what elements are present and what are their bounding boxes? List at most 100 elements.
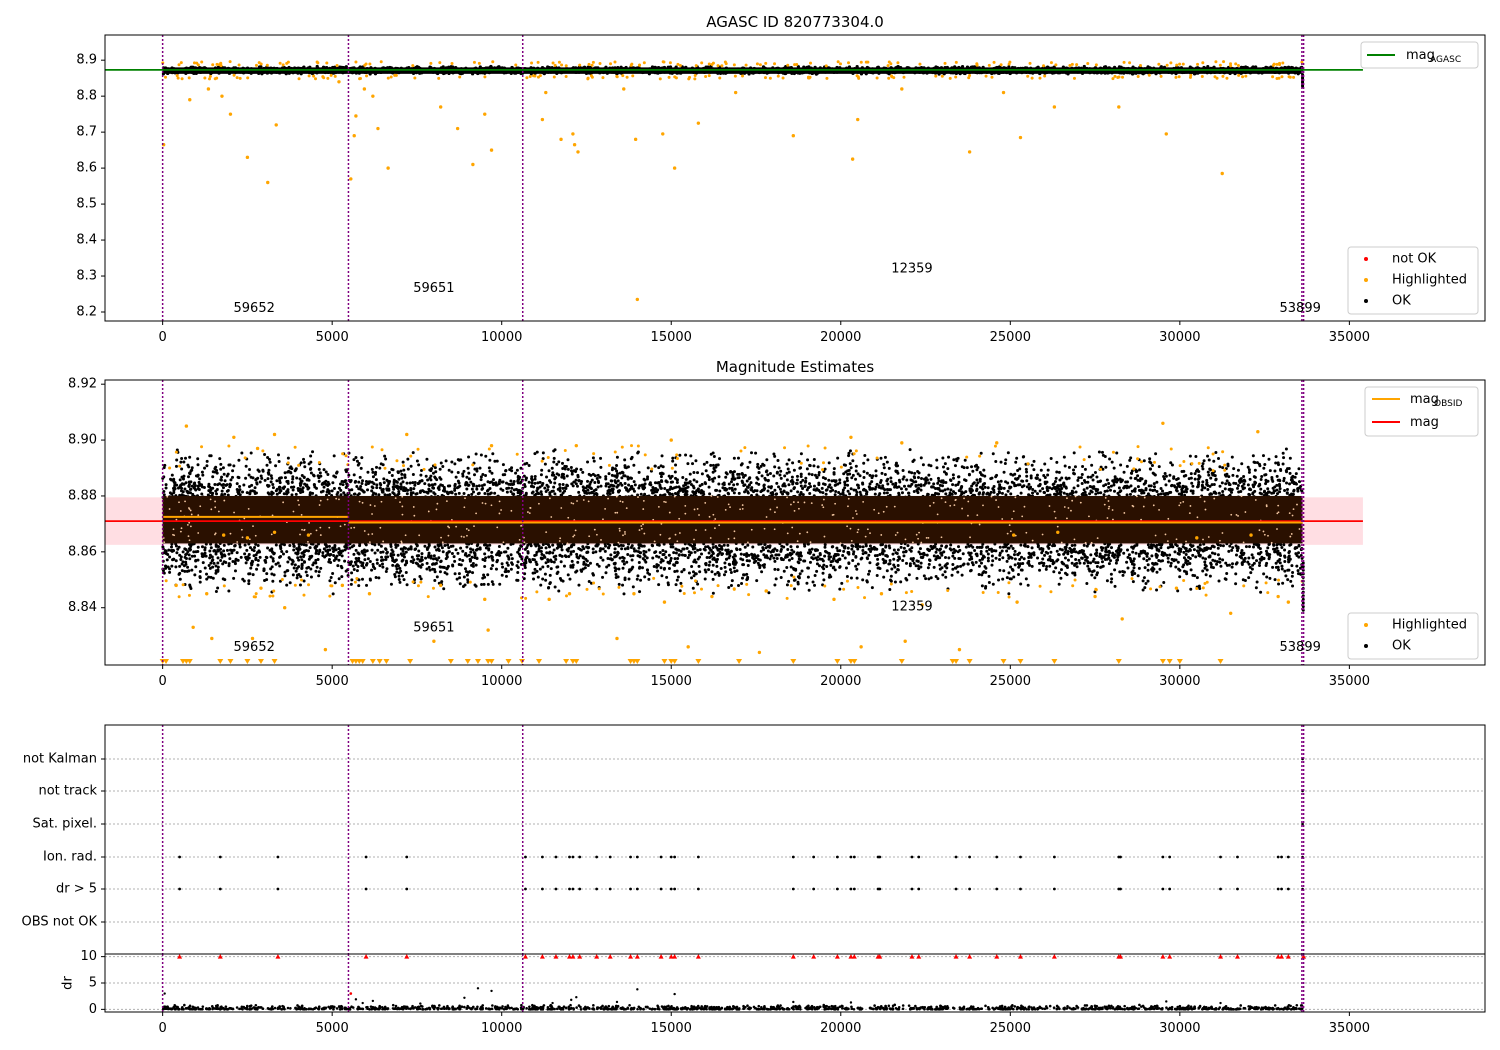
highlighted-point [281,63,285,67]
highlighted-point [586,77,590,81]
ok-point [799,480,803,484]
ok-point [291,573,295,577]
ok-point [1038,484,1042,488]
ok-point [1094,561,1098,565]
ok-point [910,471,914,475]
ok-point [506,546,510,550]
ok-point [227,552,231,556]
ok-point [1286,578,1290,582]
ok-point [691,586,695,590]
ok-point [679,549,683,553]
highlighted-point [458,75,462,79]
ok-point [951,473,955,477]
obsid-annotation: 12359 [891,261,932,276]
highlighted-point [365,74,369,78]
highlighted-point [266,180,270,185]
legend-label: mag [1406,48,1435,63]
ok-point [1033,489,1037,493]
ok-point [543,486,547,490]
highlighted-point [259,62,263,66]
ok-point [226,488,230,492]
ok-point [998,568,1002,572]
ok-point [766,549,770,553]
ok-point [748,460,752,464]
highlighted-point [1128,61,1132,65]
highlighted-point [1113,74,1117,78]
ok-point [325,493,329,497]
ok-point [550,466,554,470]
ok-point [1210,483,1214,487]
ok-point [586,563,590,567]
ok-point [416,481,420,485]
ok-point [433,578,437,582]
highlighted-point [591,60,595,64]
highlighted-point [786,63,790,67]
ok-point [1155,588,1159,592]
highlighted-point [386,166,390,170]
ok-point [307,462,311,466]
ok-point [692,574,696,578]
ok-point [691,570,695,574]
ok-point [1201,556,1205,560]
ok-point [1244,545,1248,549]
ok-point [673,470,677,474]
highlighted-point [533,74,537,78]
ok-point [1152,485,1156,489]
ok-point [937,479,941,483]
ok-point [813,583,817,587]
ok-point [556,565,560,569]
highlighted-point [1237,73,1241,77]
ok-point [190,468,194,472]
ok-point [587,580,591,584]
highlighted-point [211,63,215,67]
highlighted-point [175,74,179,78]
ok-point [1155,480,1159,484]
ok-point [465,487,469,491]
highlighted-point [307,74,311,78]
ok-point [241,490,245,494]
ok-point [1055,549,1059,553]
highlighted-point [1222,60,1226,64]
highlighted-point [763,76,767,80]
ok-point [790,475,794,479]
ok-point [970,484,974,488]
legend-label-subscript: AGASC [1430,55,1461,65]
ok-point [1041,564,1045,568]
highlighted-point [1188,75,1192,79]
ok-point [773,454,777,458]
ok-point [332,454,336,458]
ok-point [548,479,552,483]
y-tick-label: 8.8 [76,89,97,104]
ok-point [959,564,963,568]
highlighted-point [918,62,922,66]
ok-point [331,572,335,576]
y-tick-label: 8.5 [76,197,97,212]
ok-point [534,553,538,557]
ok-point [226,472,230,476]
ok-point [454,548,458,552]
ok-point [490,471,494,475]
ok-point [501,463,505,467]
ok-point [709,548,713,552]
highlighted-point [560,63,564,67]
ok-point [1108,457,1112,461]
ok-point [431,557,435,561]
ok-point [557,460,561,464]
ok-point [216,586,220,590]
ok-point [293,563,297,567]
ok-point [749,481,753,485]
ok-point [854,564,858,568]
ok-point [805,581,809,585]
ok-point [618,471,622,475]
highlighted-point [711,61,715,65]
ok-point [481,576,485,580]
ok-point [855,493,859,497]
ok-point [413,547,417,551]
ok-point [247,485,251,489]
ok-point [742,563,746,567]
ok-point [812,488,816,492]
highlighted-point [177,63,181,67]
ok-point [349,582,353,586]
ok-point [480,582,484,586]
highlighted-point [1218,63,1222,67]
